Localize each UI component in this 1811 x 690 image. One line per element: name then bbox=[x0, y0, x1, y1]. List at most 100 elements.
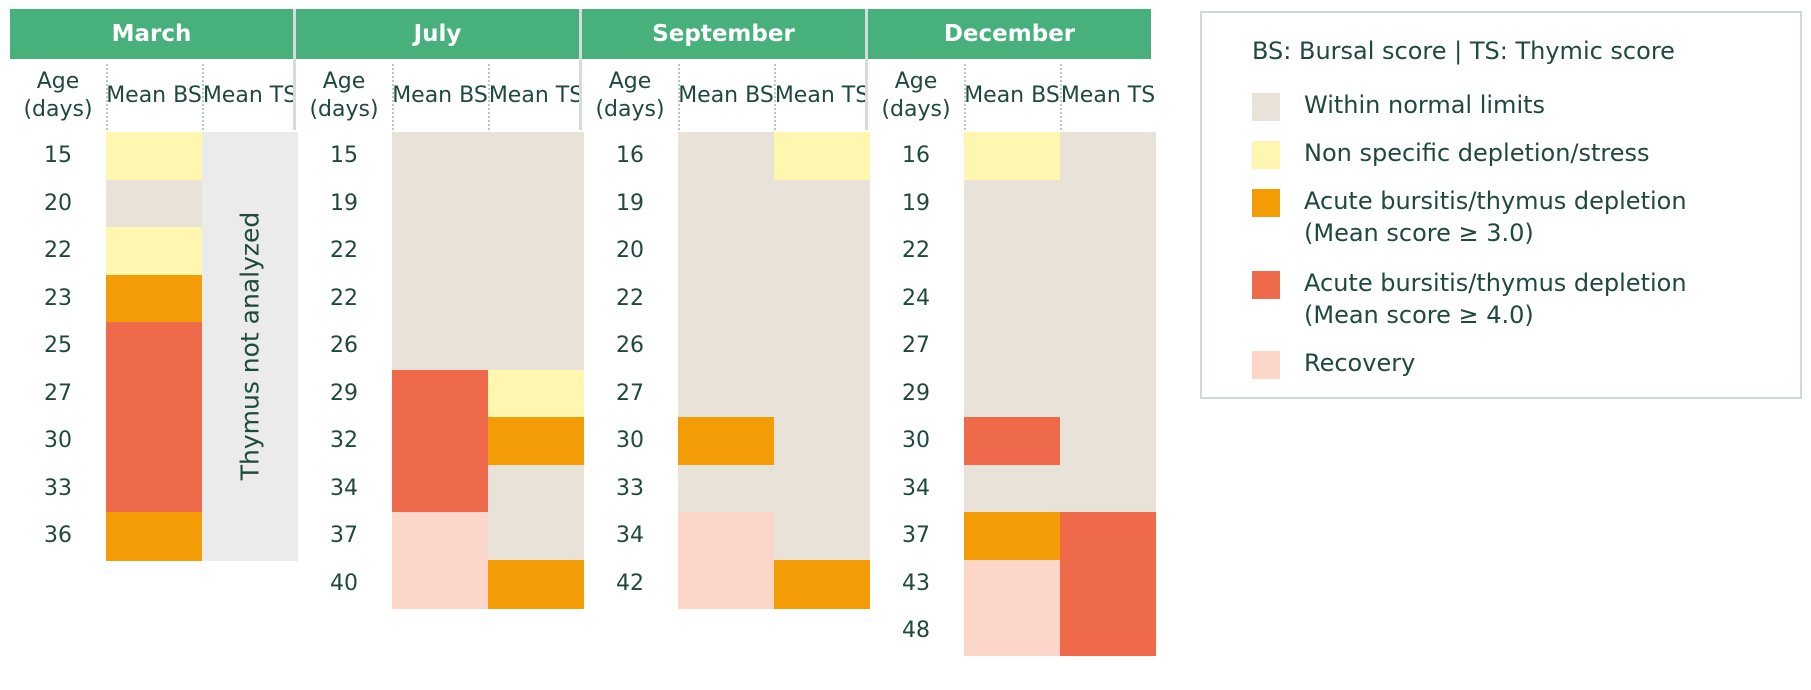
age-label: 30 bbox=[44, 428, 72, 453]
age-label: 20 bbox=[616, 238, 644, 263]
bs-cell bbox=[678, 512, 774, 561]
bs-cell bbox=[106, 132, 202, 181]
column-separator bbox=[774, 64, 776, 130]
column-header: Age (days) bbox=[23, 69, 93, 122]
month-separator bbox=[293, 9, 296, 130]
age-label: 19 bbox=[902, 190, 930, 216]
bs-cell bbox=[964, 369, 1060, 419]
age-label: 33 bbox=[616, 475, 644, 501]
bs-cell bbox=[106, 274, 202, 324]
age-label: 36 bbox=[44, 523, 72, 548]
age-label: 27 bbox=[902, 333, 930, 358]
column-header: Mean BS bbox=[392, 83, 488, 108]
bs-cell bbox=[106, 179, 202, 229]
age-label: 16 bbox=[616, 143, 644, 168]
bs-cell bbox=[392, 512, 488, 561]
age-label: 24 bbox=[902, 285, 930, 311]
bs-cell bbox=[106, 512, 202, 561]
bs-cell bbox=[392, 179, 488, 229]
ts-cell bbox=[1060, 322, 1156, 371]
ts-cell bbox=[202, 512, 298, 561]
legend: BS: Bursal score | TS: Thymic score With… bbox=[1200, 11, 1802, 399]
bs-cell bbox=[964, 607, 1060, 656]
age-label: 19 bbox=[616, 190, 644, 216]
ts-cell bbox=[1060, 464, 1156, 514]
age-label: 25 bbox=[44, 333, 72, 358]
age-label: 15 bbox=[44, 143, 72, 168]
age-label: 40 bbox=[330, 570, 358, 596]
column-header: Age (days) bbox=[881, 69, 951, 122]
bs-cell bbox=[678, 227, 774, 276]
age-label: 22 bbox=[616, 285, 644, 311]
ts-cell bbox=[1060, 132, 1156, 181]
month-header-december: December bbox=[868, 9, 1151, 59]
month-header-march: March bbox=[10, 9, 293, 59]
age-label: 29 bbox=[902, 380, 930, 406]
legend-label-line: (Mean score ≥ 3.0) bbox=[1304, 219, 1534, 247]
ts-cell bbox=[774, 512, 870, 561]
bs-cell bbox=[392, 464, 488, 514]
bs-cell bbox=[964, 417, 1060, 466]
ts-cell bbox=[488, 179, 584, 229]
column-separator bbox=[392, 64, 394, 130]
ts-cell bbox=[774, 464, 870, 514]
age-label: 27 bbox=[44, 380, 72, 406]
ts-cell bbox=[774, 274, 870, 324]
ts-cell bbox=[488, 464, 584, 514]
bs-cell bbox=[678, 322, 774, 371]
ts-cell bbox=[488, 369, 584, 419]
ts-cell bbox=[488, 512, 584, 561]
legend-label-line: Non specific depletion/stress bbox=[1304, 139, 1650, 167]
bs-cell bbox=[964, 559, 1060, 609]
ts-cell bbox=[488, 132, 584, 181]
bs-cell bbox=[106, 417, 202, 466]
ts-cell bbox=[1060, 512, 1156, 561]
column-header: Mean TS bbox=[774, 83, 870, 108]
ts-cell bbox=[202, 464, 298, 514]
ts-cell bbox=[774, 559, 870, 609]
ts-cell bbox=[774, 322, 870, 371]
legend-swatch bbox=[1252, 189, 1280, 217]
bs-cell bbox=[106, 464, 202, 514]
ts-cell bbox=[202, 132, 298, 181]
age-label: 22 bbox=[44, 238, 72, 263]
column-header: Mean TS bbox=[202, 83, 298, 108]
age-label: 42 bbox=[616, 570, 644, 596]
column-separator bbox=[488, 64, 490, 130]
column-header: Mean BS bbox=[964, 83, 1060, 108]
ts-cell bbox=[202, 322, 298, 371]
ts-cell bbox=[1060, 227, 1156, 276]
age-label: 30 bbox=[616, 428, 644, 453]
age-label: 22 bbox=[330, 238, 358, 263]
ts-cell bbox=[202, 274, 298, 324]
ts-cell bbox=[488, 227, 584, 276]
ts-cell bbox=[1060, 369, 1156, 419]
ts-cell bbox=[774, 369, 870, 419]
age-label: 34 bbox=[902, 475, 930, 501]
bs-cell bbox=[964, 227, 1060, 276]
legend-label: Non specific depletion/stress bbox=[1304, 137, 1650, 169]
column-separator bbox=[202, 64, 204, 130]
legend-swatch bbox=[1252, 351, 1280, 379]
bs-cell bbox=[964, 274, 1060, 324]
legend-label: Within normal limits bbox=[1304, 89, 1545, 121]
age-label: 27 bbox=[616, 380, 644, 406]
column-header: Mean BS bbox=[106, 83, 202, 108]
age-label: 34 bbox=[330, 475, 358, 501]
legend-label-line: Acute bursitis/thymus depletion bbox=[1304, 187, 1687, 215]
column-header: Age (days) bbox=[309, 69, 379, 122]
column-header: Mean TS bbox=[1060, 83, 1156, 108]
bs-cell bbox=[678, 369, 774, 419]
ts-cell bbox=[774, 227, 870, 276]
bs-cell bbox=[678, 179, 774, 229]
bs-cell bbox=[678, 417, 774, 466]
month-header-july: July bbox=[296, 9, 579, 59]
ts-cell bbox=[1060, 607, 1156, 656]
month-separator bbox=[579, 9, 582, 130]
bs-cell bbox=[678, 464, 774, 514]
column-separator bbox=[964, 64, 966, 130]
column-header: Mean TS bbox=[488, 83, 584, 108]
age-label: 37 bbox=[330, 523, 358, 548]
bs-cell bbox=[964, 512, 1060, 561]
ts-cell bbox=[488, 322, 584, 371]
